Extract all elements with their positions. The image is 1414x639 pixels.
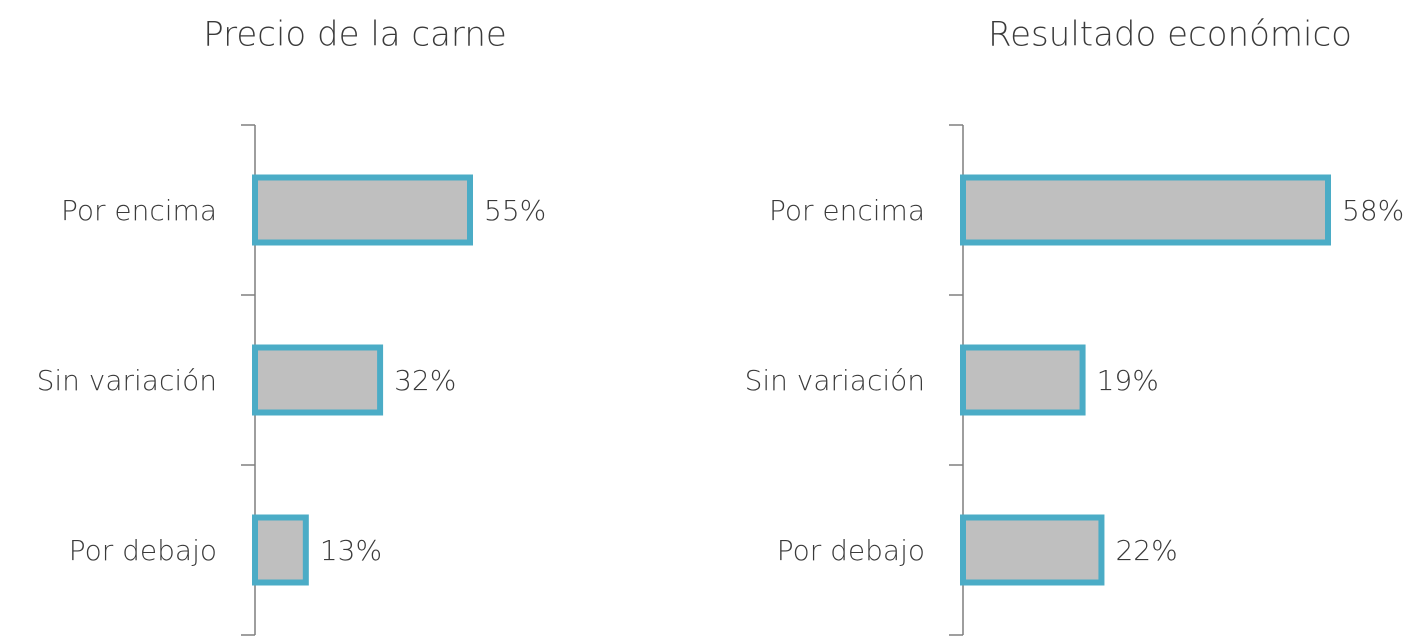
category-label: Por encima xyxy=(61,194,217,227)
data-label: 19% xyxy=(1097,364,1159,397)
data-label: 58% xyxy=(1342,194,1404,227)
chart-title: Precio de la carne xyxy=(203,15,507,55)
category-label: Por debajo xyxy=(69,534,217,567)
bar xyxy=(960,344,1086,416)
category-label: Sin variación xyxy=(745,364,925,397)
bar xyxy=(960,174,1331,246)
category-label: Por debajo xyxy=(777,534,925,567)
bar xyxy=(252,514,309,586)
data-label: 22% xyxy=(1115,534,1177,567)
category-label: Sin variación xyxy=(37,364,217,397)
bar xyxy=(252,344,384,416)
chart-title: Resultado económico xyxy=(988,15,1352,55)
data-label: 13% xyxy=(320,534,382,567)
category-label: Por encima xyxy=(769,194,925,227)
data-label: 32% xyxy=(394,364,456,397)
data-label: 55% xyxy=(484,194,546,227)
bar xyxy=(960,514,1105,586)
bar xyxy=(252,174,473,246)
